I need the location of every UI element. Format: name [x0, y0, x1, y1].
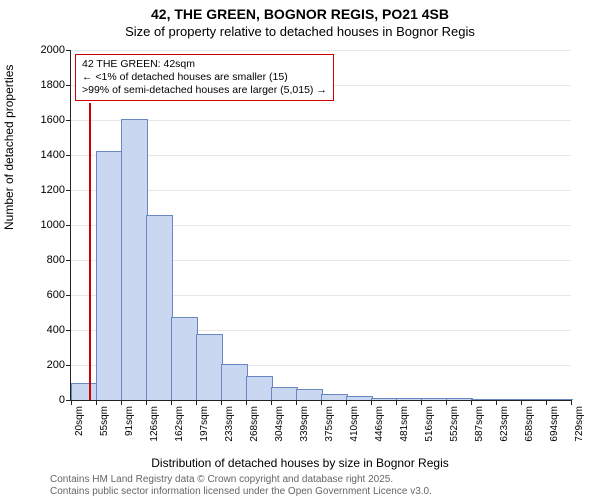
ytick-label: 1800	[41, 79, 65, 91]
histogram-bar	[221, 364, 248, 400]
xtick-mark	[196, 400, 197, 405]
histogram-bar	[396, 398, 423, 400]
callout-line3: >99% of semi-detached houses are larger …	[82, 84, 327, 97]
xtick-label: 481sqm	[399, 406, 410, 442]
ytick-label: 600	[47, 289, 65, 301]
ytick-mark	[66, 85, 71, 86]
footer-line1: Contains HM Land Registry data © Crown c…	[50, 474, 432, 486]
ytick-mark	[66, 50, 71, 51]
xtick-mark	[546, 400, 547, 405]
ytick-label: 1000	[41, 219, 65, 231]
property-size-histogram: 42, THE GREEN, BOGNOR REGIS, PO21 4SB Si…	[0, 0, 600, 500]
y-axis-label: Number of detached properties	[2, 65, 16, 230]
xtick-mark	[221, 400, 222, 405]
ytick-label: 1600	[41, 114, 65, 126]
chart-title-line1: 42, THE GREEN, BOGNOR REGIS, PO21 4SB	[0, 6, 600, 22]
xtick-mark	[296, 400, 297, 405]
histogram-bar	[371, 398, 398, 400]
histogram-bar	[171, 317, 198, 400]
xtick-mark	[396, 400, 397, 405]
ytick-label: 200	[47, 359, 65, 371]
ytick-label: 2000	[41, 44, 65, 56]
xtick-label: 162sqm	[174, 406, 185, 442]
xtick-mark	[446, 400, 447, 405]
xtick-label: 587sqm	[474, 406, 485, 442]
xtick-label: 552sqm	[449, 406, 460, 442]
chart-footer: Contains HM Land Registry data © Crown c…	[50, 474, 432, 498]
xtick-label: 268sqm	[249, 406, 260, 442]
callout-line1: 42 THE GREEN: 42sqm	[82, 58, 327, 71]
histogram-bar	[96, 151, 123, 401]
xtick-label: 197sqm	[199, 406, 210, 442]
xtick-label: 304sqm	[274, 406, 285, 442]
xtick-mark	[121, 400, 122, 405]
histogram-bar	[196, 334, 223, 400]
xtick-mark	[371, 400, 372, 405]
xtick-label: 375sqm	[324, 406, 335, 442]
ytick-mark	[66, 330, 71, 331]
xtick-mark	[71, 400, 72, 405]
xtick-mark	[496, 400, 497, 405]
xtick-mark	[321, 400, 322, 405]
xtick-mark	[346, 400, 347, 405]
ytick-label: 0	[59, 394, 65, 406]
xtick-label: 55sqm	[99, 406, 110, 436]
histogram-bar	[346, 396, 373, 400]
xtick-mark	[146, 400, 147, 405]
xtick-mark	[571, 400, 572, 405]
xtick-label: 516sqm	[424, 406, 435, 442]
ytick-label: 1200	[41, 184, 65, 196]
xtick-label: 339sqm	[299, 406, 310, 442]
histogram-bar	[446, 398, 473, 400]
xtick-label: 91sqm	[124, 406, 135, 436]
ytick-mark	[66, 190, 71, 191]
ytick-mark	[66, 365, 71, 366]
histogram-bar	[521, 399, 548, 400]
xtick-label: 623sqm	[499, 406, 510, 442]
histogram-bar	[421, 398, 448, 400]
ytick-label: 400	[47, 324, 65, 336]
ytick-mark	[66, 260, 71, 261]
histogram-bar	[471, 399, 498, 400]
x-axis-label: Distribution of detached houses by size …	[0, 456, 600, 470]
histogram-bar	[71, 383, 98, 400]
xtick-mark	[271, 400, 272, 405]
histogram-bar	[146, 215, 173, 400]
histogram-bar	[296, 389, 323, 401]
histogram-bar	[546, 399, 573, 400]
footer-line2: Contains public sector information licen…	[50, 486, 432, 498]
chart-title-block: 42, THE GREEN, BOGNOR REGIS, PO21 4SB Si…	[0, 6, 600, 39]
histogram-bar	[321, 394, 348, 400]
ytick-mark	[66, 120, 71, 121]
ytick-mark	[66, 295, 71, 296]
xtick-mark	[521, 400, 522, 405]
ytick-mark	[66, 225, 71, 226]
histogram-bar	[271, 387, 298, 400]
xtick-label: 233sqm	[224, 406, 235, 442]
xtick-label: 446sqm	[374, 406, 385, 442]
xtick-label: 410sqm	[349, 406, 360, 442]
xtick-label: 126sqm	[149, 406, 160, 442]
ytick-label: 1400	[41, 149, 65, 161]
xtick-mark	[96, 400, 97, 405]
xtick-label: 729sqm	[574, 406, 585, 442]
histogram-bar	[121, 119, 148, 400]
xtick-mark	[471, 400, 472, 405]
xtick-label: 694sqm	[549, 406, 560, 442]
gridline	[71, 50, 571, 51]
xtick-mark	[246, 400, 247, 405]
histogram-bar	[496, 399, 523, 400]
ytick-mark	[66, 155, 71, 156]
property-marker-callout: 42 THE GREEN: 42sqm ← <1% of detached ho…	[75, 54, 334, 101]
xtick-label: 20sqm	[74, 406, 85, 436]
ytick-label: 800	[47, 254, 65, 266]
callout-line2: ← <1% of detached houses are smaller (15…	[82, 71, 327, 84]
histogram-bar	[246, 376, 273, 400]
xtick-mark	[171, 400, 172, 405]
plot-area: 42 THE GREEN: 42sqm ← <1% of detached ho…	[70, 50, 571, 401]
chart-title-line2: Size of property relative to detached ho…	[0, 24, 600, 39]
property-marker-line	[89, 103, 91, 401]
xtick-mark	[421, 400, 422, 405]
xtick-label: 658sqm	[524, 406, 535, 442]
